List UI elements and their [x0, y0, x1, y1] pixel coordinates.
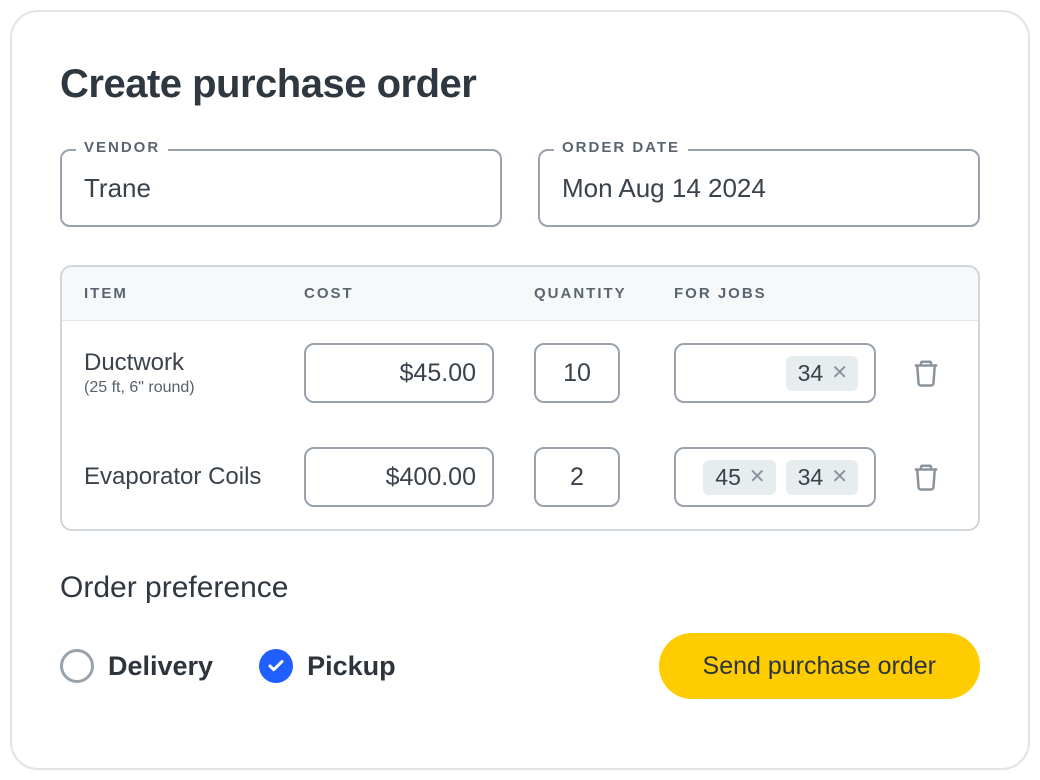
trash-icon[interactable]	[911, 462, 941, 492]
jobs-input[interactable]: 45 ✕ 34 ✕	[674, 447, 876, 507]
job-chip[interactable]: 34 ✕	[786, 356, 858, 391]
radio-label: Pickup	[307, 651, 396, 682]
quantity-input[interactable]: 2	[534, 447, 620, 507]
th-item: ITEM	[84, 285, 284, 302]
order-date-field: ORDER DATE	[538, 149, 980, 227]
field-row: VENDOR ORDER DATE	[60, 149, 980, 227]
jobs-input[interactable]: 34 ✕	[674, 343, 876, 403]
radio-pickup[interactable]: Pickup	[259, 649, 396, 683]
vendor-field: VENDOR	[60, 149, 502, 227]
vendor-input[interactable]	[60, 149, 502, 227]
order-date-input[interactable]	[538, 149, 980, 227]
radio-label: Delivery	[108, 651, 213, 682]
cost-input[interactable]: $45.00	[304, 343, 494, 403]
table-row: Ductwork (25 ft, 6" round) $45.00 10 34 …	[62, 321, 978, 425]
job-chip-label: 34	[798, 464, 824, 491]
job-chip[interactable]: 45 ✕	[703, 460, 775, 495]
vendor-label: VENDOR	[76, 139, 168, 156]
items-table: ITEM COST QUANTITY FOR JOBS Ductwork (25…	[60, 265, 980, 531]
radio-unchecked-icon	[60, 649, 94, 683]
trash-icon[interactable]	[911, 358, 941, 388]
quantity-input[interactable]: 10	[534, 343, 620, 403]
th-quantity: QUANTITY	[534, 285, 654, 302]
item-cell: Evaporator Coils	[84, 463, 284, 492]
chip-remove-icon[interactable]: ✕	[749, 467, 766, 487]
order-date-label: ORDER DATE	[554, 139, 688, 156]
page-title: Create purchase order	[60, 62, 980, 107]
th-cost: COST	[304, 285, 514, 302]
radio-group: Delivery Pickup	[60, 649, 396, 683]
send-purchase-order-button[interactable]: Send purchase order	[659, 633, 980, 699]
item-name: Evaporator Coils	[84, 463, 284, 492]
job-chip[interactable]: 34 ✕	[786, 460, 858, 495]
radio-delivery[interactable]: Delivery	[60, 649, 213, 683]
item-subtitle: (25 ft, 6" round)	[84, 379, 284, 397]
radio-checked-icon	[259, 649, 293, 683]
item-name: Ductwork	[84, 349, 284, 378]
th-for-jobs: FOR JOBS	[674, 285, 876, 302]
cost-input[interactable]: $400.00	[304, 447, 494, 507]
chip-remove-icon[interactable]: ✕	[831, 363, 848, 383]
job-chip-label: 34	[798, 360, 824, 387]
table-header: ITEM COST QUANTITY FOR JOBS	[62, 267, 978, 321]
table-row: Evaporator Coils $400.00 2 45 ✕ 34 ✕	[62, 425, 978, 529]
item-cell: Ductwork (25 ft, 6" round)	[84, 349, 284, 398]
preference-title: Order preference	[60, 571, 980, 605]
bottom-row: Delivery Pickup Send purchase order	[60, 633, 980, 699]
purchase-order-card: Create purchase order VENDOR ORDER DATE …	[10, 10, 1030, 770]
chip-remove-icon[interactable]: ✕	[831, 467, 848, 487]
job-chip-label: 45	[715, 464, 741, 491]
